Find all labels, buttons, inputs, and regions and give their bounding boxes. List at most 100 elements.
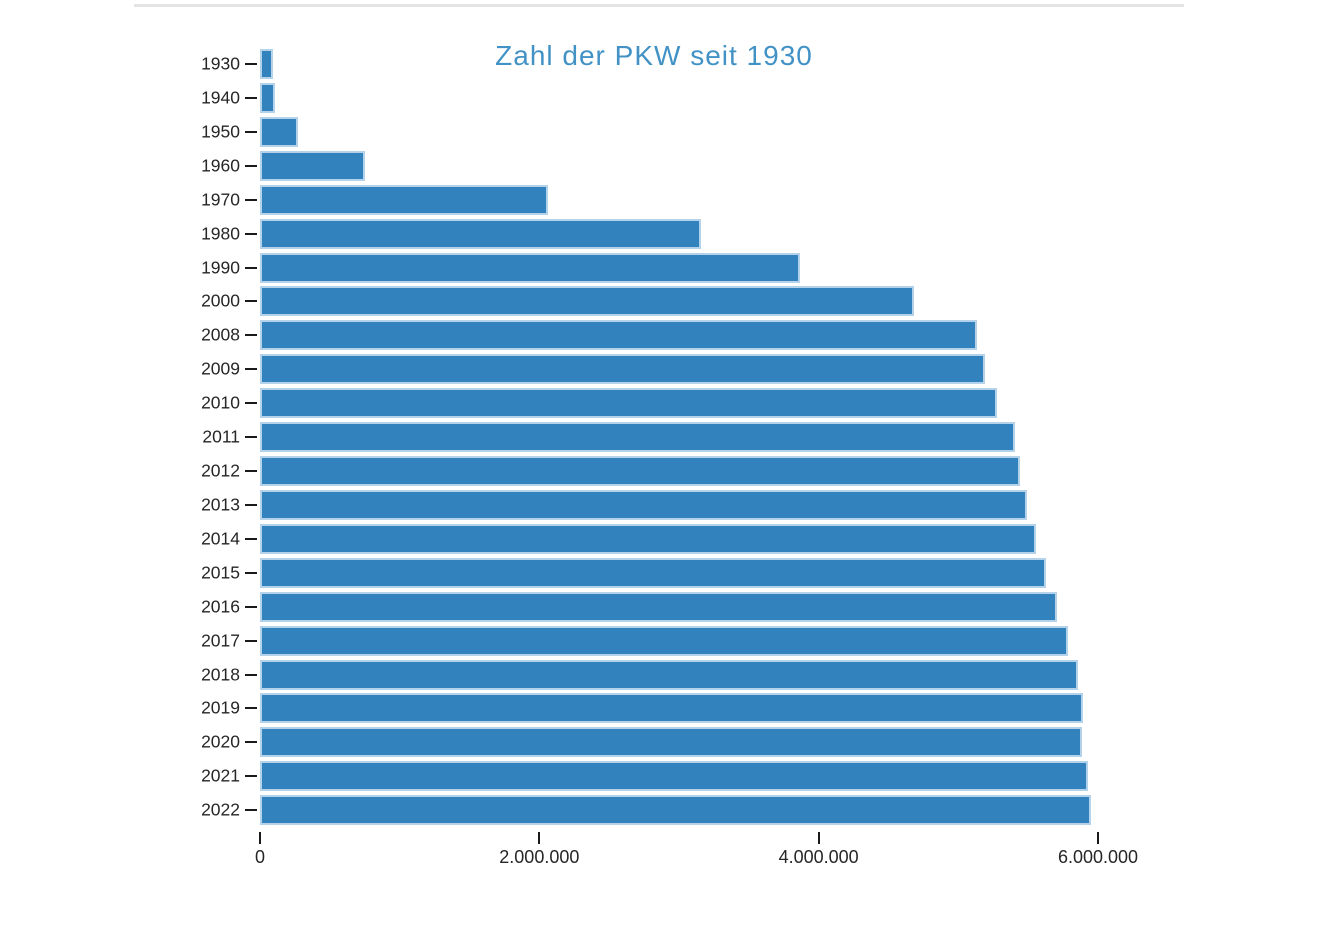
y-tick-mark [245,63,257,65]
y-tick-mark [245,503,257,506]
bar-1930 [260,49,274,79]
bar-row: 2016 [0,591,1318,622]
bar-row: 2000 [0,286,1318,317]
y-tick-mark [245,707,257,710]
bar-row: 2020 [0,727,1318,758]
y-tick-mark [245,198,257,201]
bar-row: 2009 [0,354,1318,385]
y-tick-label: 1940 [201,87,240,108]
x-tick-mark [1097,832,1099,844]
y-tick-label: 2016 [201,596,240,617]
y-tick-label: 2012 [201,460,240,481]
bar-row: 2017 [0,625,1318,656]
bar-row: 2021 [0,761,1318,792]
y-tick-label: 1970 [201,189,240,210]
y-tick-label: 2014 [201,528,240,549]
y-tick-mark [245,266,257,269]
y-tick-label: 2019 [201,697,240,718]
bar-1940 [260,82,275,113]
bar-2012 [260,456,1020,487]
y-tick-mark [245,775,257,778]
y-tick-label: 2017 [201,630,240,651]
y-tick-mark [245,673,257,676]
y-tick-label: 1990 [201,257,240,278]
bar-row: 2015 [0,557,1318,588]
x-tick-mark [538,832,541,844]
bar-row: 1980 [0,218,1318,249]
bar-row: 1930 [0,49,1318,79]
y-tick-label: 2010 [201,392,240,413]
bar-2018 [260,659,1078,690]
bar-row: 2018 [0,659,1318,690]
bar-row: 1950 [0,116,1318,147]
bar-1970 [260,184,548,215]
x-tick-mark [817,832,820,844]
bar-2016 [260,591,1058,622]
bar-row: 1960 [0,150,1318,181]
y-tick-mark [245,605,257,608]
x-tick-mark [259,832,261,844]
y-tick-label: 2009 [201,358,240,379]
bar-1950 [260,116,299,147]
y-tick-label: 2000 [201,290,240,311]
bar-2010 [260,388,997,419]
y-tick-label: 2015 [201,562,240,583]
y-tick-mark [245,470,257,473]
bar-row: 2008 [0,320,1318,351]
y-tick-mark [245,232,257,235]
bar-row: 2011 [0,422,1318,453]
bar-2009 [260,354,985,385]
y-tick-label: 2013 [201,494,240,515]
y-tick-mark [245,402,257,405]
y-tick-label: 2011 [202,426,240,447]
bar-row: 1970 [0,184,1318,215]
y-tick-label: 1960 [201,155,240,176]
y-tick-mark [245,741,257,744]
y-tick-mark [245,571,257,574]
x-tick-label: 6.000.000 [1057,847,1139,867]
y-tick-mark [245,164,257,167]
y-tick-label: 2022 [201,799,240,820]
y-tick-mark [245,300,257,303]
bar-2008 [260,320,978,351]
y-tick-label: 2008 [201,324,240,345]
y-tick-mark [245,436,257,439]
bar-row: 1940 [0,82,1318,113]
x-tick-label: 0 [254,847,265,867]
bar-2022 [260,795,1092,826]
y-tick-mark [245,639,257,642]
y-tick-label: 1950 [201,121,240,142]
bar-row: 1990 [0,252,1318,283]
bar-row: 2010 [0,388,1318,419]
bar-2017 [260,625,1068,656]
y-tick-mark [245,809,257,812]
bar-2013 [260,489,1028,520]
y-tick-label: 1980 [201,223,240,244]
bar-2011 [260,422,1015,453]
bar-row: 2022 [0,795,1318,826]
y-tick-mark [245,130,257,133]
y-tick-label: 2018 [201,664,240,685]
bar-row: 2013 [0,489,1318,520]
bar-2015 [260,557,1046,588]
bar-2019 [260,693,1083,724]
bar-row: 2019 [0,693,1318,724]
bar-2000 [260,286,914,317]
bar-row: 2012 [0,456,1318,487]
bar-row: 2014 [0,523,1318,554]
bar-1960 [260,150,365,181]
y-tick-label: 2021 [201,765,240,786]
bar-2021 [260,761,1089,792]
x-tick-label: 2.000.000 [499,847,580,867]
top-divider [134,4,1184,7]
bar-1980 [260,218,702,249]
y-tick-mark [245,368,257,371]
bar-2020 [260,727,1082,758]
y-tick-mark [245,96,257,99]
bar-2014 [260,523,1036,554]
y-tick-label: 2020 [201,731,240,752]
chart-title: Zahl der PKW seit 1930 [495,40,813,71]
x-tick-label: 4.000.000 [778,847,859,867]
y-tick-label: 1930 [201,53,240,74]
